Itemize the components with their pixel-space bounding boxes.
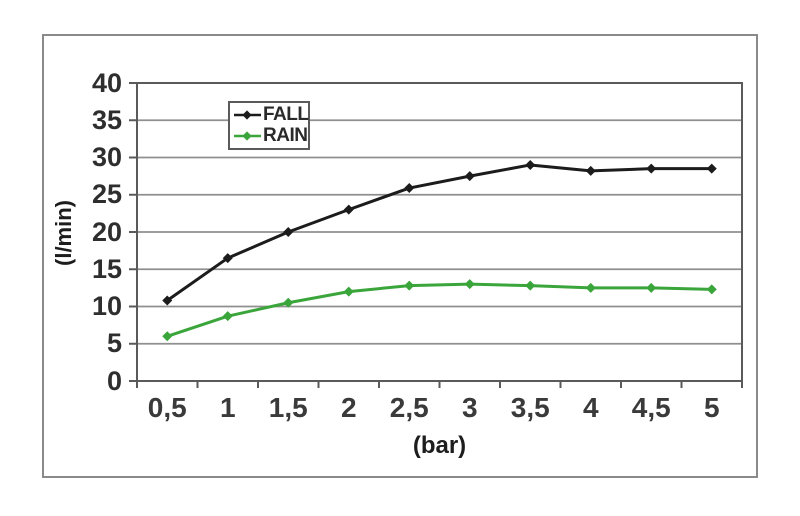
series-marker-fall xyxy=(706,163,717,174)
series-marker-rain xyxy=(585,282,596,293)
series-marker-rain xyxy=(464,279,475,290)
y-tick-label: 20 xyxy=(91,216,122,247)
y-tick-label: 30 xyxy=(91,142,122,172)
legend-item-rain: RAIN xyxy=(234,125,308,146)
series-marker-fall xyxy=(646,163,657,174)
series-marker-rain xyxy=(343,286,354,297)
legend-item-fall: FALL xyxy=(234,104,309,125)
series-line-rain xyxy=(165,282,714,338)
y-tick-label: 10 xyxy=(91,291,122,321)
series-marker-fall xyxy=(222,253,233,264)
series-marker-rain xyxy=(162,331,173,342)
y-axis-title: (l/min) xyxy=(51,200,76,266)
series-marker-fall xyxy=(343,204,354,215)
series-marker-fall xyxy=(283,227,294,237)
series-marker-rain xyxy=(706,284,717,295)
series-marker-fall xyxy=(162,295,173,306)
figure-border xyxy=(42,34,758,478)
y-tick-label: 0 xyxy=(106,365,122,396)
series-marker-fall xyxy=(404,183,415,194)
y-tick-label: 40 xyxy=(91,67,122,98)
x-tick-label: 0,5 xyxy=(147,392,187,423)
y-tick-label: 35 xyxy=(91,104,122,135)
x-axis-title: (bar) xyxy=(412,432,467,459)
x-tick-label: 3 xyxy=(461,392,478,423)
series-marker-rain xyxy=(283,297,294,308)
x-tick-label: 2 xyxy=(340,392,357,423)
series-marker-rain xyxy=(525,280,536,291)
legend: FALL RAIN xyxy=(228,101,310,150)
series-marker-fall xyxy=(585,165,596,176)
x-tick-label: 3,5 xyxy=(510,392,550,423)
series-line-fall xyxy=(165,163,714,303)
x-tick-label: 1 xyxy=(219,392,236,423)
legend-label-rain: RAIN xyxy=(263,125,308,146)
x-tick-label: 4,5 xyxy=(631,392,671,423)
y-tick-label: 5 xyxy=(106,328,122,359)
legend-marker-fall-icon xyxy=(234,110,261,120)
series-marker-rain xyxy=(222,311,233,322)
series-marker-rain xyxy=(404,280,415,291)
series-marker-fall xyxy=(525,159,536,170)
x-tick-label: 4 xyxy=(582,392,599,423)
series-marker-fall xyxy=(464,171,475,182)
legend-marker-rain-icon xyxy=(234,131,261,141)
series-marker-rain xyxy=(646,282,657,293)
x-tick-label: 2,5 xyxy=(389,392,429,423)
y-tick-label: 15 xyxy=(91,253,122,284)
y-tick-label: 25 xyxy=(91,179,122,210)
legend-label-fall: FALL xyxy=(263,104,309,125)
x-tick-label: 1,5 xyxy=(268,392,308,423)
x-tick-label: 5 xyxy=(703,392,720,423)
